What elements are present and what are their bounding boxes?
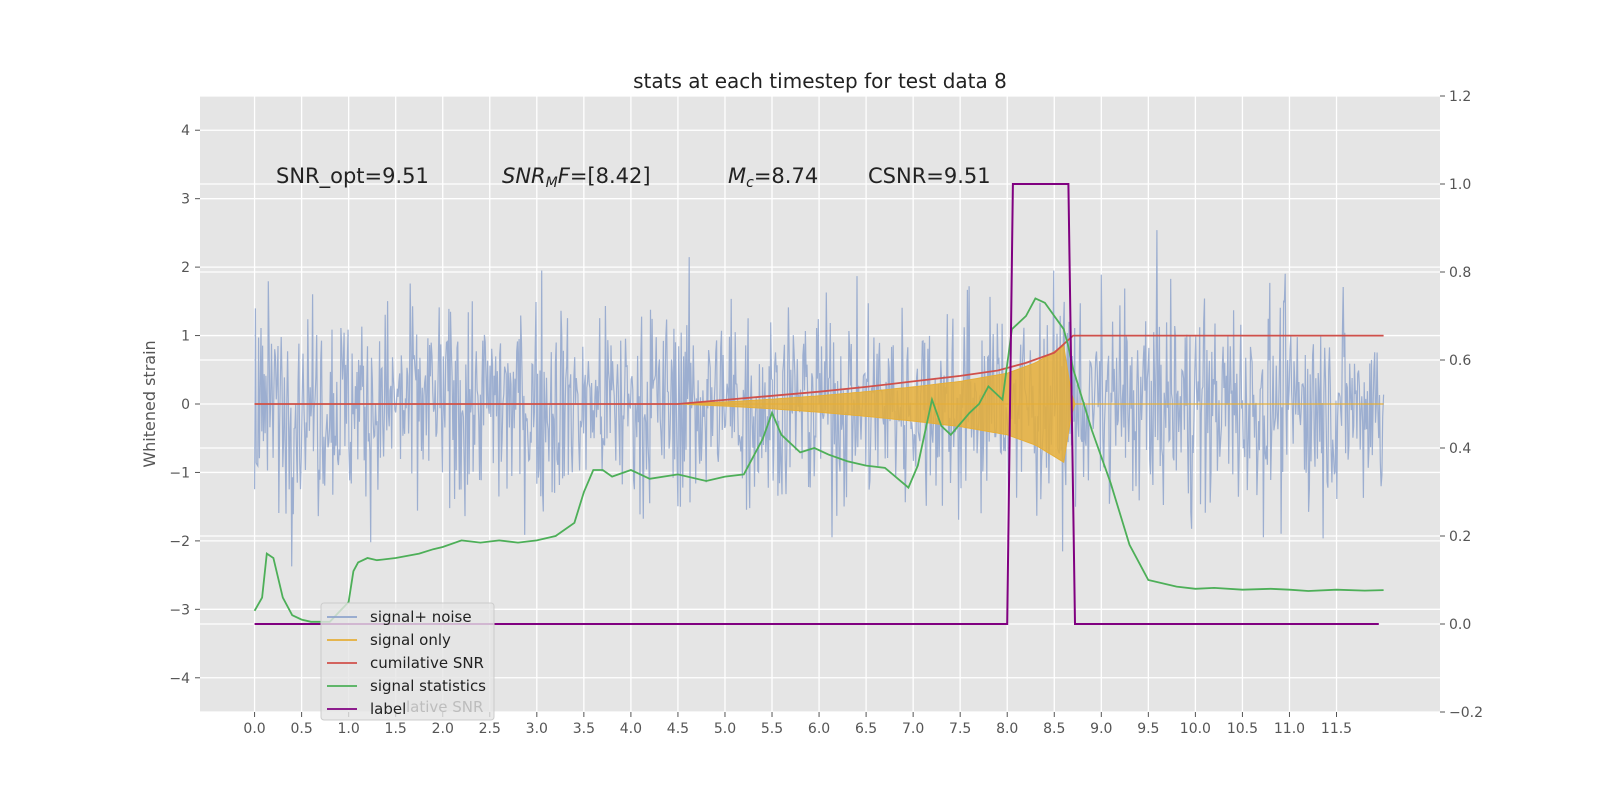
annotation-mc-sub: c <box>746 175 754 191</box>
y-tick-label: 1 <box>181 329 190 345</box>
x-tick-label: 7.5 <box>949 721 971 737</box>
x-tick-label: 0.0 <box>243 721 265 737</box>
y2-tick-label: 0.2 <box>1449 529 1471 545</box>
y-tick-label: 2 <box>181 260 190 276</box>
x-tick-label: 11.5 <box>1321 721 1352 737</box>
x-tick-label: 10.5 <box>1227 721 1258 737</box>
y-axis: 4 3 2 1 0 −1 −2 −3 −4 <box>169 123 200 687</box>
y2-tick-label: 0.6 <box>1449 353 1471 369</box>
annotation-snr-opt: SNR_opt=9.51 <box>276 164 429 189</box>
y-tick-label: −1 <box>169 465 190 481</box>
legend-label-cumulative-snr: cumilative SNR <box>370 654 484 672</box>
annotation-snr-mf: SNRMF=[8.42] <box>502 164 651 191</box>
x-tick-label: 4.0 <box>620 721 642 737</box>
y-tick-label: 4 <box>181 123 190 139</box>
y-tick-label: 3 <box>181 192 190 208</box>
annotation-mc: Mc=8.74 <box>728 164 818 191</box>
legend-label-signal-statistics: signal statistics <box>370 677 486 695</box>
x-tick-label: 8.0 <box>996 721 1018 737</box>
legend-box <box>320 602 495 721</box>
x-tick-label: 3.0 <box>526 721 548 737</box>
annotations: SNR_opt=9.51 SNRMF=[8.42] Mc=8.74 CSNR=9… <box>276 164 991 191</box>
x-tick-label: 6.0 <box>808 721 830 737</box>
x-tick-label: 9.5 <box>1137 721 1159 737</box>
signal-statistics-line <box>253 297 1384 623</box>
x-tick-label: 7.0 <box>902 721 924 737</box>
y2-tick-label: 0.4 <box>1449 441 1471 457</box>
x-tick-label: 8.5 <box>1043 721 1065 737</box>
label-line <box>254 183 1379 625</box>
y-tick-label: −4 <box>169 671 190 687</box>
y2-axis: 1.2 1.0 0.8 0.6 0.4 0.2 0.0 −0.2 <box>1440 89 1483 721</box>
x-axis: 0.0 0.5 1.0 1.5 2.0 2.5 3.0 3.5 4.0 4.5 5.0 5.5 6.0 6… <box>243 712 1352 737</box>
x-tick-label: 9.0 <box>1090 721 1112 737</box>
legend: lative SNR signal+ noise signal only cum… <box>320 602 495 721</box>
legend-overlap-fragment: lative SNR <box>406 698 483 716</box>
legend-label-signal-noise: signal+ noise <box>370 608 472 626</box>
x-tick-label: 5.0 <box>714 721 736 737</box>
x-tick-label: 2.0 <box>432 721 454 737</box>
annotation-snr-mf-sub: M <box>546 175 558 191</box>
chart-title: stats at each timestep for test data 8 <box>633 69 1007 93</box>
annotation-mc-value: =8.74 <box>754 164 818 188</box>
x-tick-label: 2.5 <box>479 721 501 737</box>
x-tick-label: 10.0 <box>1180 721 1211 737</box>
annotation-csnr: CSNR=9.51 <box>868 164 991 188</box>
series-label <box>254 183 1379 625</box>
y2-tick-label: −0.2 <box>1449 705 1483 721</box>
x-tick-label: 1.0 <box>338 721 360 737</box>
series-signal-statistics <box>253 297 1384 623</box>
legend-label-label: label <box>370 700 406 718</box>
x-tick-label: 3.5 <box>573 721 595 737</box>
x-tick-label: 6.5 <box>855 721 877 737</box>
annotation-snr-mf-f: F <box>558 164 571 188</box>
series-cumulative-snr <box>254 334 1384 405</box>
y2-tick-label: 0.0 <box>1449 617 1471 633</box>
annotation-mc-main: M <box>728 164 746 188</box>
y2-tick-label: 1.0 <box>1449 177 1471 193</box>
legend-label-signal-only: signal only <box>370 631 451 649</box>
y2-tick-label: 0.8 <box>1449 265 1471 281</box>
y-tick-label: −2 <box>169 534 190 550</box>
cumulative-snr-line <box>254 334 1384 405</box>
annotation-snr-mf-main: SNR <box>502 164 546 188</box>
y-tick-label: −3 <box>169 602 190 618</box>
y-axis-label: Whitened strain <box>140 340 159 467</box>
x-tick-label: 5.5 <box>761 721 783 737</box>
x-tick-label: 4.5 <box>667 721 689 737</box>
annotation-snr-mf-value: =[8.42] <box>570 164 651 188</box>
x-tick-label: 1.5 <box>385 721 407 737</box>
x-tick-label: 0.5 <box>290 721 312 737</box>
y-tick-label: 0 <box>181 397 190 413</box>
y2-tick-label: 1.2 <box>1449 89 1471 105</box>
x-tick-label: 11.0 <box>1274 721 1305 737</box>
